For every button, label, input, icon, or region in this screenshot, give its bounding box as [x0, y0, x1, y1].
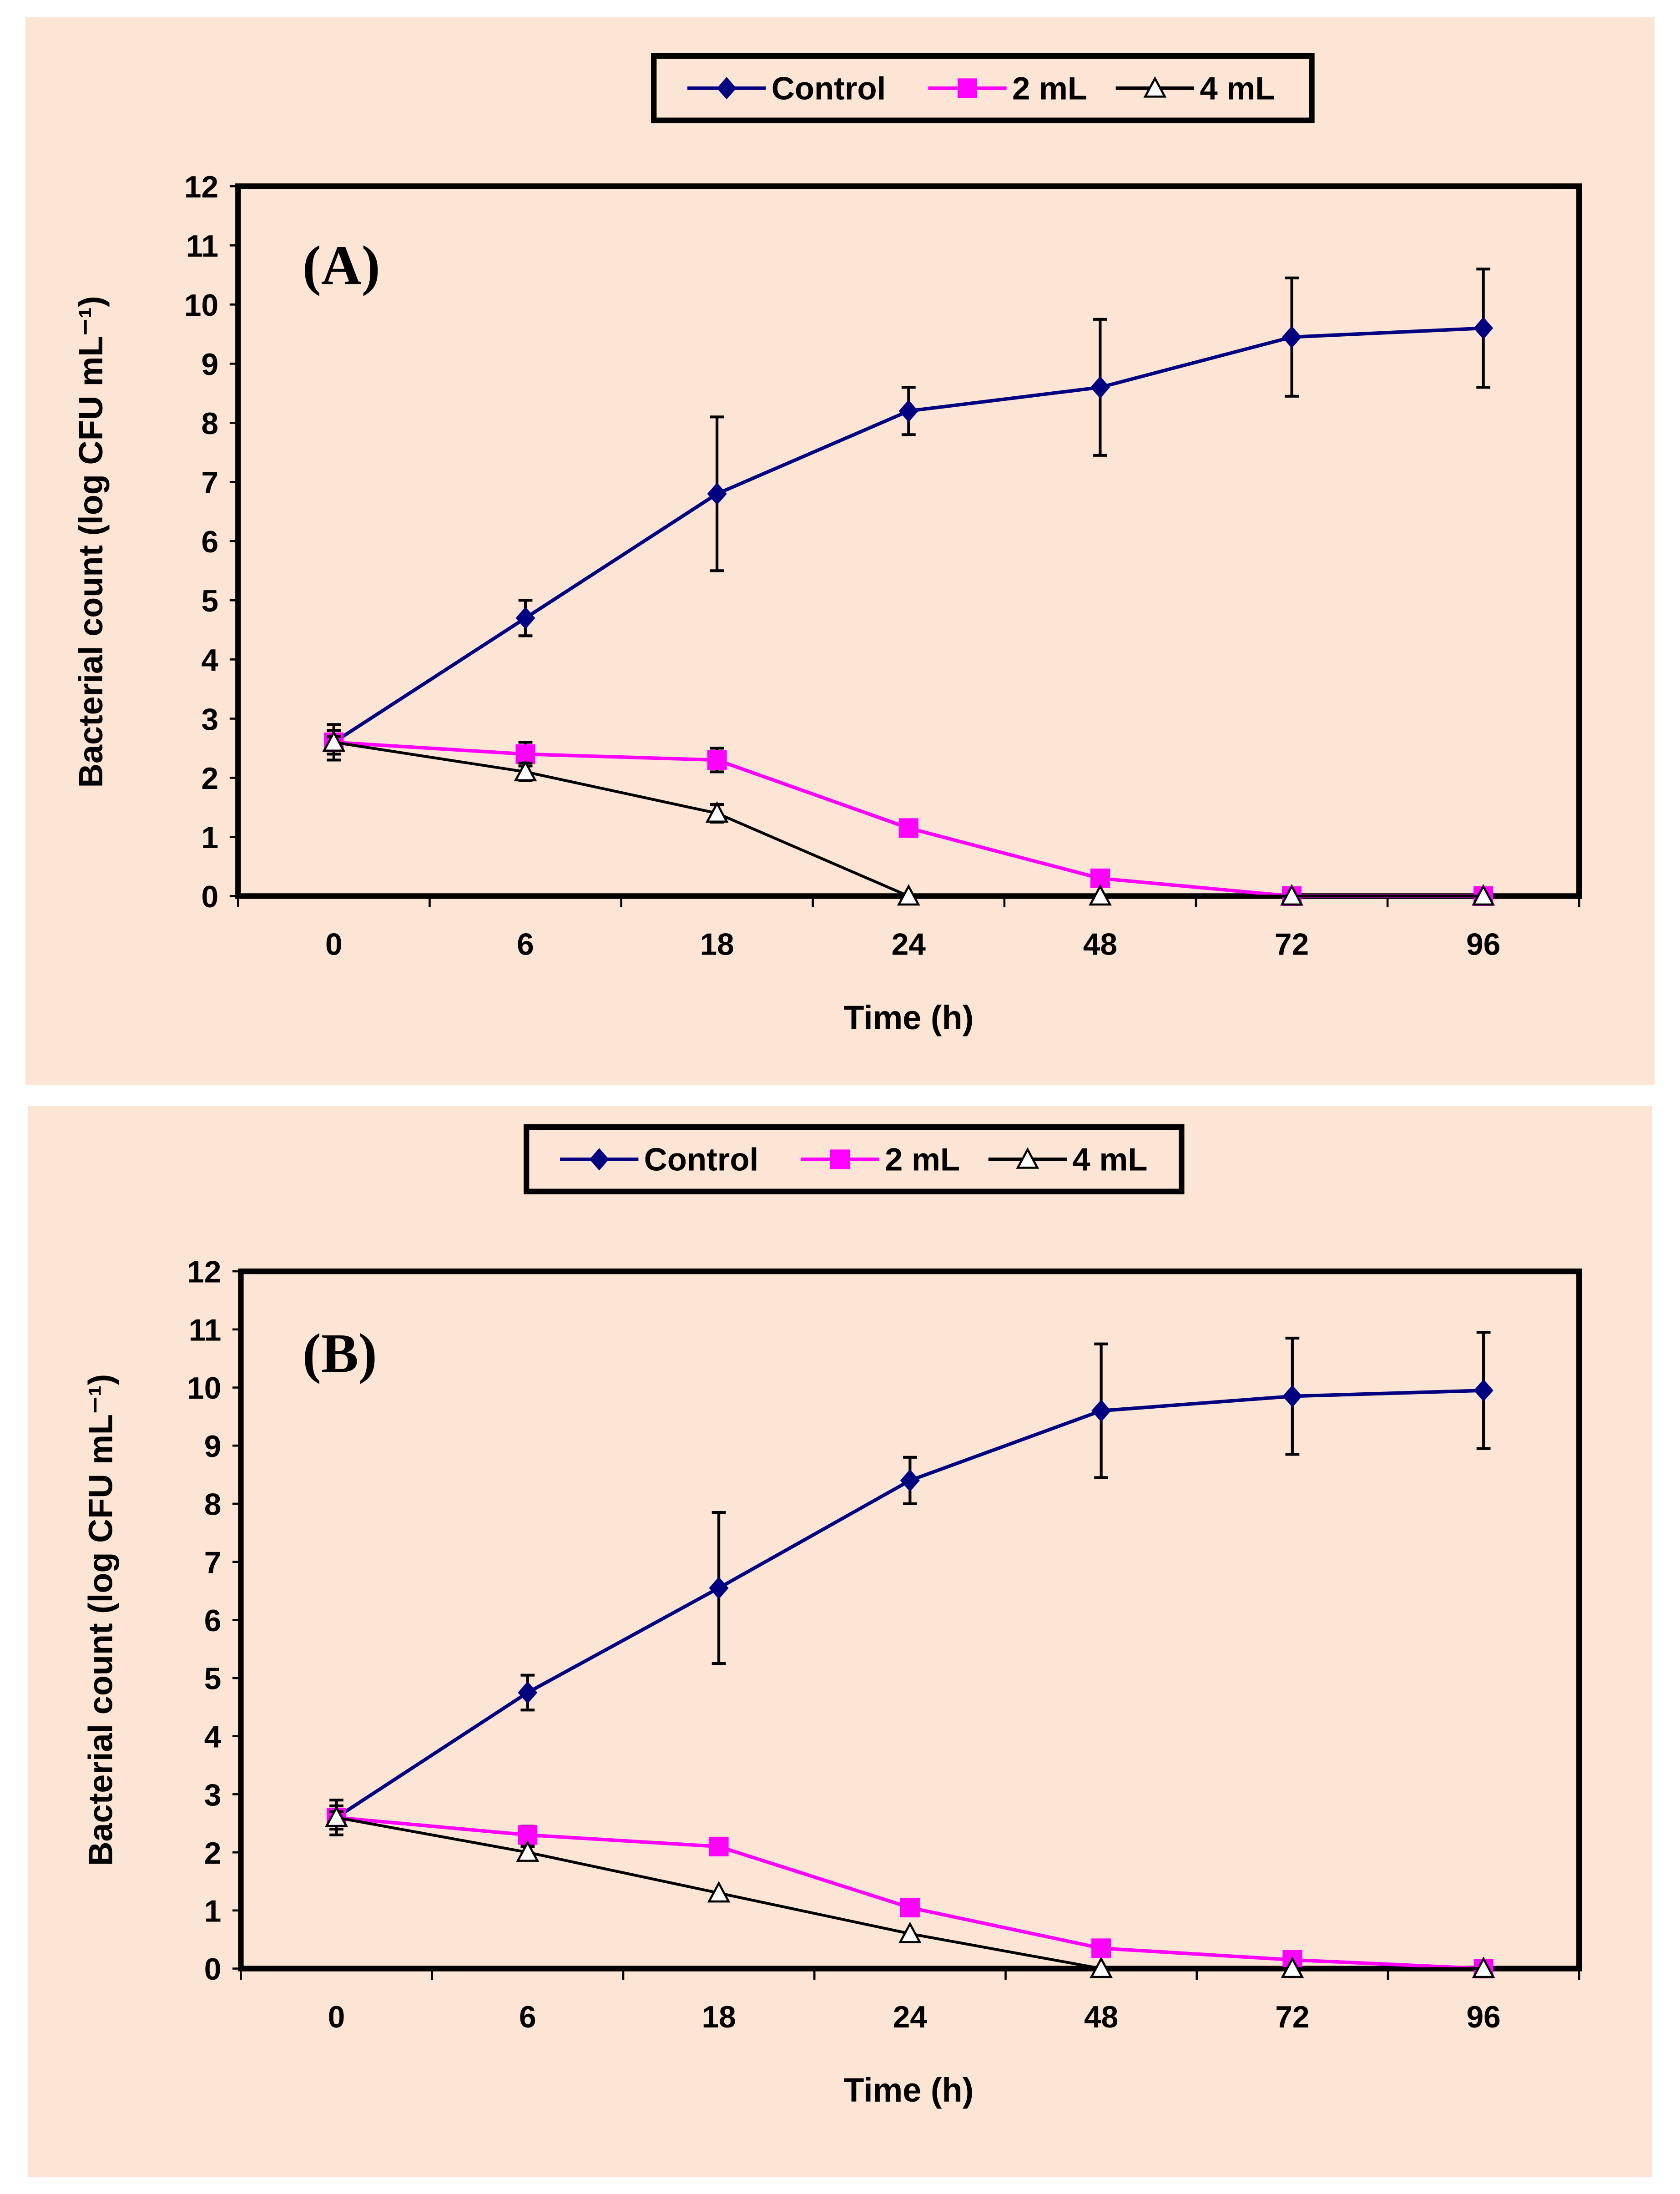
data-point	[707, 1881, 731, 1903]
data-point	[709, 1577, 729, 1599]
panel-label: (A)	[303, 234, 380, 297]
x-tick-label: 48	[1084, 2000, 1118, 2034]
data-point	[705, 801, 729, 823]
y-tick-label: 1	[202, 821, 219, 855]
series-4-ml	[322, 730, 1495, 906]
legend-marker	[1016, 1147, 1039, 1169]
y-tick-label: 9	[204, 1430, 222, 1464]
y-tick-label: 3	[204, 1778, 222, 1812]
series-4-ml	[325, 1805, 1495, 1978]
data-point	[325, 1805, 348, 1827]
y-tick-label: 2	[202, 762, 219, 796]
data-point	[1090, 376, 1110, 399]
y-tick-label: 7	[204, 1546, 222, 1580]
data-point	[1091, 1938, 1111, 1958]
y-tick-label: 5	[202, 584, 219, 618]
y-tick-label: 4	[204, 1720, 222, 1754]
legend-marker	[957, 78, 978, 98]
x-tick-label: 24	[892, 928, 926, 962]
y-tick-label: 8	[202, 407, 219, 441]
data-point	[514, 759, 537, 782]
x-tick-label: 6	[519, 2000, 536, 2034]
x-tick-label: 18	[700, 928, 734, 962]
legend-label: 4 mL	[1200, 70, 1275, 106]
panel-label: (B)	[303, 1322, 377, 1385]
data-point	[1282, 1385, 1302, 1408]
data-point	[516, 1840, 540, 1862]
y-tick-label: 10	[187, 1371, 221, 1405]
x-tick-label: 6	[517, 928, 534, 962]
legend-label: Control	[644, 1142, 759, 1178]
data-point	[709, 1836, 729, 1856]
data-point	[1473, 317, 1493, 339]
x-axis-label: Time (h)	[843, 999, 974, 1036]
y-tick-label: 2	[204, 1836, 222, 1870]
data-point	[1472, 1956, 1495, 1978]
y-axis-label: Bacterial count (log CFU mL⁻¹)	[81, 1374, 119, 1866]
x-tick-label: 72	[1275, 2000, 1309, 2034]
y-tick-label: 11	[189, 1313, 222, 1347]
x-tick-label: 18	[701, 2000, 736, 2034]
x-tick-label: 0	[328, 2000, 345, 2034]
y-tick-label: 7	[202, 466, 219, 500]
y-tick-label: 4	[202, 643, 219, 677]
y-tick-label: 9	[202, 348, 219, 382]
data-point	[900, 1897, 920, 1918]
data-point	[322, 730, 346, 752]
y-tick-label: 1	[204, 1894, 222, 1928]
y-tick-label: 12	[187, 1255, 221, 1289]
series-control	[327, 1331, 1493, 1836]
x-tick-label: 24	[893, 2000, 928, 2034]
x-tick-label: 72	[1275, 928, 1309, 962]
y-tick-label: 8	[204, 1488, 222, 1522]
data-point	[898, 818, 918, 838]
data-point	[898, 1921, 922, 1943]
legend: Control 2 mL 4 mL	[651, 53, 1315, 123]
x-tick-label: 48	[1083, 928, 1117, 962]
panel-background	[25, 16, 1655, 1085]
x-axis-label: Time (h)	[843, 2071, 974, 2109]
data-point	[1472, 884, 1495, 906]
legend-label: Control	[772, 70, 886, 106]
y-tick-label: 6	[202, 525, 219, 559]
y-tick-label: 11	[186, 229, 219, 263]
data-point	[1281, 1956, 1304, 1978]
legend-marker	[830, 1149, 850, 1169]
legend-marker	[1143, 76, 1167, 98]
x-tick-label: 0	[325, 928, 343, 962]
y-tick-label: 6	[204, 1604, 222, 1638]
data-point	[1282, 326, 1302, 349]
y-tick-label: 5	[204, 1662, 222, 1696]
panel-background	[28, 1106, 1652, 2178]
x-tick-label: 96	[1466, 928, 1500, 962]
y-tick-label: 12	[184, 170, 218, 204]
data-point	[518, 1681, 538, 1704]
legend: Control 2 mL 4 mL	[524, 1124, 1185, 1194]
data-point	[898, 399, 918, 422]
data-point	[1090, 1956, 1113, 1978]
y-tick-label: 0	[202, 880, 219, 914]
legend-label: 2 mL	[1012, 70, 1087, 106]
data-point	[1089, 884, 1112, 906]
data-point	[1473, 1379, 1493, 1402]
y-tick-label: 0	[204, 1952, 222, 1987]
legend-label: 4 mL	[1072, 1142, 1147, 1178]
legend-label: 2 mL	[885, 1142, 960, 1178]
y-axis-label: Bacterial count (log CFU mL⁻¹)	[72, 296, 110, 788]
data-point	[900, 1469, 920, 1492]
x-tick-label: 96	[1466, 2000, 1500, 2034]
y-tick-label: 10	[184, 288, 218, 323]
data-point	[1280, 884, 1303, 906]
y-tick-label: 3	[202, 703, 219, 737]
data-point	[707, 750, 727, 770]
data-point	[897, 884, 920, 906]
